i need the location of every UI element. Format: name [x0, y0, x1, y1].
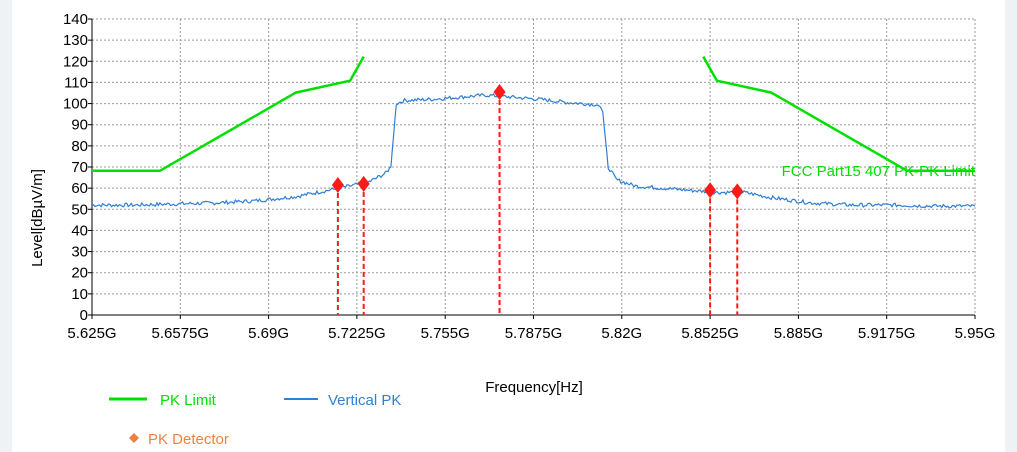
legend-label-pk-detector: PK Detector	[148, 431, 229, 448]
detector-marker	[704, 182, 717, 199]
vertical-pk-series	[91, 92, 976, 209]
x-tick-label: 5.7225G	[328, 325, 386, 342]
x-tick-label: 5.9175G	[858, 325, 916, 342]
y-tick-label: 10	[71, 286, 88, 303]
y-tick-label: 60	[71, 180, 88, 197]
x-tick-label: 5.8525G	[681, 325, 739, 342]
pk-detector-markers	[331, 83, 744, 315]
legend-swatch-pk-detector	[129, 433, 139, 443]
y-tick-label: 110	[64, 74, 88, 91]
y-tick-label: 80	[71, 138, 88, 155]
vertical-pk-line	[91, 92, 976, 209]
pk-limit-series	[92, 55, 975, 173]
y-tick-label: 130	[63, 32, 88, 49]
pk-limit-line	[702, 55, 975, 173]
y-axis-ticks: 0 10 20 30 40 50 60 70 80 90 100 110 120 130 140	[63, 11, 92, 324]
y-tick-label: 70	[71, 159, 88, 176]
x-axis-ticks: 5.625G 5.6575G 5.69G 5.7225G 5.755G 5.7875G 5.…	[67, 315, 995, 342]
x-axis-title: Frequency[Hz]	[485, 379, 583, 396]
y-tick-label: 100	[63, 96, 88, 113]
x-tick-label: 5.7875G	[505, 325, 563, 342]
y-tick-label: 50	[71, 201, 88, 218]
legend-label-vertical-pk: Vertical PK	[328, 392, 401, 409]
limit-annotation: FCC Part15 407 PK-PK Limit	[782, 163, 976, 180]
x-tick-label: 5.82G	[601, 325, 642, 342]
emission-chart: 0 10 20 30 40 50 60 70 80 90 100 110 120 130 140 5.625…	[29, 11, 995, 448]
chart-panel: 0 10 20 30 40 50 60 70 80 90 100 110 120 130 140 5.625…	[12, 0, 1005, 452]
detector-marker	[357, 175, 370, 192]
x-tick-label: 5.885G	[774, 325, 823, 342]
legend-item-pk-detector: PK Detector	[129, 431, 229, 448]
pk-limit-line	[92, 55, 365, 173]
x-tick-label: 5.95G	[955, 325, 996, 342]
x-tick-label: 5.69G	[248, 325, 289, 342]
y-tick-label: 140	[63, 11, 88, 28]
x-tick-label: 5.6575G	[152, 325, 210, 342]
legend-item-pk-limit: PK Limit	[109, 392, 217, 409]
y-tick-label: 120	[63, 53, 88, 70]
y-tick-label: 30	[71, 244, 88, 261]
x-tick-label: 5.625G	[67, 325, 116, 342]
y-tick-label: 20	[71, 265, 88, 282]
legend-item-vertical-pk: Vertical PK	[284, 392, 401, 409]
legend-label-pk-limit: PK Limit	[160, 392, 217, 409]
detector-marker	[331, 176, 344, 193]
detector-marker	[493, 83, 506, 100]
y-axis-title: Level[dBµV/m]	[29, 169, 46, 267]
x-tick-label: 5.755G	[421, 325, 470, 342]
y-tick-label: 90	[71, 117, 88, 134]
y-tick-label: 40	[71, 222, 88, 239]
detector-marker	[731, 183, 744, 200]
legend: PK Limit Vertical PK PK Detector	[109, 392, 401, 448]
y-tick-label: 0	[80, 307, 88, 324]
